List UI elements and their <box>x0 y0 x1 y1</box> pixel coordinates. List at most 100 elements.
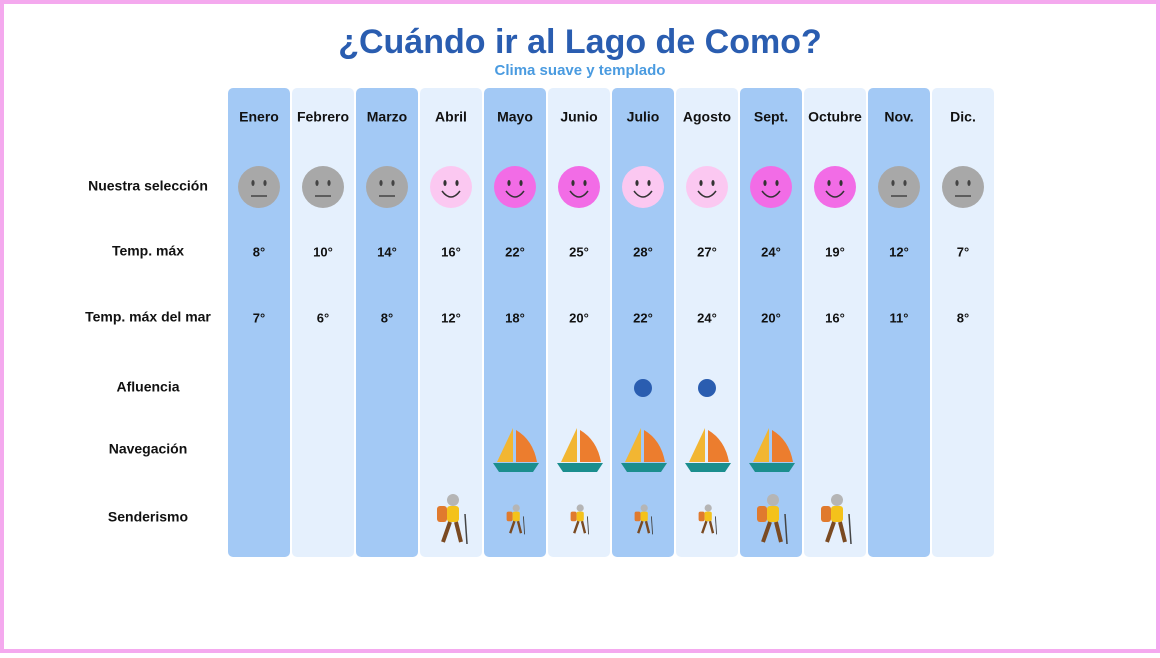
sail <box>580 430 601 462</box>
eye <box>699 180 703 186</box>
max-temp: 24° <box>761 244 781 259</box>
month-name: Nov. <box>884 109 913 125</box>
month-column: Abril 16° 12° <box>420 88 482 557</box>
row-label: Afluencia <box>116 379 179 395</box>
max-temp: 28° <box>633 244 653 259</box>
rating-face <box>622 166 664 208</box>
max-temp: 25° <box>569 244 589 259</box>
mouth <box>633 190 653 198</box>
legs <box>441 521 463 543</box>
sea-temp: 18° <box>505 310 525 325</box>
face <box>238 166 280 208</box>
column-bg <box>676 88 738 557</box>
body <box>512 511 520 522</box>
head <box>640 504 648 512</box>
rating-face <box>942 166 984 208</box>
face <box>878 166 920 208</box>
body <box>767 506 779 522</box>
eye <box>455 180 459 186</box>
eye <box>519 180 523 186</box>
column-bg <box>740 88 802 557</box>
columns: Enero 8° 7° Febrero 10° 6° Marzo 14° 8° Abril 16° 1… <box>228 88 994 557</box>
column-bg <box>420 88 482 557</box>
max-temp: 27° <box>697 244 717 259</box>
crowd-dot <box>634 379 652 397</box>
pole <box>586 516 590 535</box>
eye <box>583 180 587 186</box>
month-column: Mayo 22° 18° <box>484 88 546 557</box>
head <box>512 504 520 512</box>
month-column: Enero 8° 7° <box>228 88 290 557</box>
max-temp: 10° <box>313 244 333 259</box>
eye <box>391 180 395 186</box>
sail <box>561 428 577 462</box>
column-bg <box>868 88 930 557</box>
backpack <box>437 506 447 522</box>
sea-temp: 20° <box>761 310 781 325</box>
legs <box>825 521 847 543</box>
row-label: Temp. máx del mar <box>85 309 211 325</box>
sea-temp: 6° <box>317 310 329 325</box>
head <box>831 494 843 506</box>
title: ¿Cuándo ir al Lago de Como? <box>338 23 822 61</box>
sea-temp: 11° <box>890 310 909 325</box>
pole <box>522 516 526 535</box>
month-column: Junio 25° 20° <box>548 88 610 557</box>
column-bg <box>484 88 546 557</box>
month-column: Marzo 14° 8° <box>356 88 418 557</box>
hiker <box>634 504 654 535</box>
rating-face <box>494 166 536 208</box>
body <box>640 511 648 522</box>
backpack <box>698 511 705 522</box>
hull <box>749 463 795 472</box>
rating-face <box>366 166 408 208</box>
hiker <box>757 494 788 545</box>
max-temp: 14° <box>377 244 397 259</box>
face <box>494 166 536 208</box>
sail <box>772 430 793 462</box>
hull <box>493 463 539 472</box>
column-bg <box>804 88 866 557</box>
column-bg <box>356 88 418 557</box>
face <box>942 166 984 208</box>
eye <box>827 180 831 186</box>
sail <box>516 430 537 462</box>
month-name: Julio <box>627 109 660 125</box>
crowd-dot <box>698 379 716 397</box>
hiker <box>437 494 468 545</box>
hull <box>621 463 667 472</box>
hiker <box>821 494 852 545</box>
hull <box>557 463 603 472</box>
month-name: Agosto <box>683 109 731 125</box>
row-labels: Nuestra selección Temp. máx Temp. máx del … <box>85 178 211 525</box>
rating-face <box>558 166 600 208</box>
column-bg <box>228 88 290 557</box>
subtitle: Clima suave y templado <box>495 62 666 79</box>
sea-temp: 7° <box>253 310 265 325</box>
sea-temp: 12° <box>441 310 461 325</box>
backpack <box>821 506 831 522</box>
month-name: Octubre <box>808 109 862 125</box>
pole <box>848 513 852 545</box>
hull <box>685 463 731 472</box>
eye <box>955 180 959 186</box>
body <box>831 506 843 522</box>
eye <box>891 180 895 186</box>
sail <box>708 430 729 462</box>
eye <box>711 180 715 186</box>
legs <box>637 520 651 534</box>
head <box>576 504 584 512</box>
face <box>686 166 728 208</box>
month-column: Octubre 19° 16° <box>804 88 866 557</box>
mouth <box>825 190 845 198</box>
sail <box>625 428 641 462</box>
max-temp: 19° <box>825 244 845 259</box>
eye <box>775 180 779 186</box>
month-name: Sept. <box>754 109 788 125</box>
eye <box>839 180 843 186</box>
rating-face <box>430 166 472 208</box>
face <box>750 166 792 208</box>
face <box>366 166 408 208</box>
eye <box>763 180 767 186</box>
head <box>767 494 779 506</box>
